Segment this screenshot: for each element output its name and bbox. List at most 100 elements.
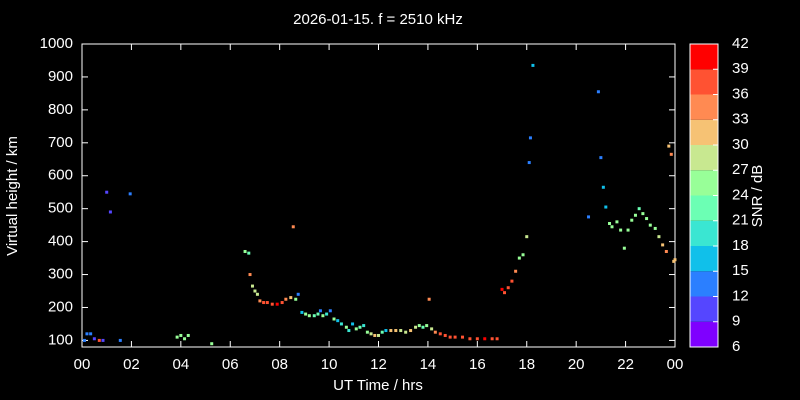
data-point <box>601 185 605 189</box>
data-point <box>521 253 525 257</box>
data-point <box>468 337 472 341</box>
data-point <box>300 310 304 314</box>
x-tick-label: 22 <box>617 356 634 373</box>
data-point <box>615 220 619 224</box>
data-point <box>657 235 661 239</box>
data-point <box>604 205 608 209</box>
data-point <box>461 335 465 339</box>
y-tick-label: 500 <box>48 200 73 217</box>
data-point <box>304 312 308 316</box>
data-point <box>448 335 452 339</box>
data-point <box>490 337 494 341</box>
x-tick-label: 06 <box>222 356 239 373</box>
data-point <box>332 317 336 321</box>
x-tick-label: 16 <box>469 356 486 373</box>
y-tick-label: 300 <box>48 266 73 283</box>
data-point <box>506 286 510 290</box>
data-point <box>438 332 442 336</box>
data-point <box>358 325 362 329</box>
data-point <box>365 330 369 334</box>
data-point <box>291 225 295 229</box>
data-point <box>85 332 89 336</box>
data-point <box>369 332 373 336</box>
y-tick-label: 800 <box>48 101 73 118</box>
colorbar-band <box>690 145 718 171</box>
data-point <box>318 309 322 313</box>
chart-title: 2026-01-15. f = 2510 kHz <box>293 11 463 28</box>
data-point <box>425 324 429 328</box>
colorbar-tick-label: 36 <box>732 85 749 102</box>
data-point <box>250 284 254 288</box>
y-tick-label: 400 <box>48 233 73 250</box>
colorbar-band <box>690 44 718 70</box>
data-point <box>619 228 623 232</box>
data-point <box>275 302 279 306</box>
data-point <box>517 256 521 260</box>
data-point <box>377 333 380 337</box>
data-point <box>626 228 630 232</box>
data-point <box>514 269 518 273</box>
data-point <box>328 309 332 313</box>
colorbar-tick-label: 42 <box>732 35 749 52</box>
y-tick-label: 900 <box>48 68 73 85</box>
data-point <box>316 312 320 316</box>
data-point <box>92 337 96 341</box>
data-point <box>661 243 665 247</box>
data-point <box>648 223 652 227</box>
data-point <box>528 136 532 140</box>
data-point <box>417 324 421 328</box>
data-point <box>399 329 403 333</box>
data-point <box>427 297 431 301</box>
data-point <box>321 314 325 318</box>
x-tick-label: 10 <box>321 356 338 373</box>
data-point <box>186 333 190 337</box>
colorbar-tick-label: 18 <box>732 237 749 254</box>
colorbar-band <box>690 246 718 272</box>
colorbar-band <box>690 296 718 322</box>
data-point <box>325 312 329 316</box>
data-point <box>97 338 101 342</box>
x-tick-label: 08 <box>271 356 288 373</box>
data-point <box>347 329 351 333</box>
colorbar-tick-label: 39 <box>732 60 749 77</box>
plot-frame <box>81 43 676 348</box>
data-point <box>354 327 358 331</box>
data-point <box>344 325 348 329</box>
data-point <box>255 292 259 296</box>
colorbar-tick-label: 21 <box>732 212 749 229</box>
data-point <box>672 259 676 263</box>
data-point <box>669 152 673 156</box>
colorbar-band <box>690 69 718 95</box>
data-point <box>527 161 531 165</box>
data-point <box>289 296 293 300</box>
data-point <box>495 337 499 341</box>
data-point <box>101 338 105 342</box>
data-point <box>483 337 487 341</box>
data-point <box>596 90 600 94</box>
data-point <box>587 215 591 219</box>
data-point <box>262 301 266 305</box>
data-point <box>384 329 388 333</box>
data-point <box>339 322 343 326</box>
data-point <box>503 291 507 295</box>
colorbar-band <box>690 271 718 297</box>
colorbar-band <box>690 220 718 246</box>
y-tick-label: 700 <box>48 134 73 151</box>
data-point <box>389 329 393 333</box>
colorbar-tick-label: 30 <box>732 136 749 153</box>
data-point <box>253 289 257 293</box>
x-tick-label: 20 <box>568 356 585 373</box>
x-tick-label: 00 <box>667 356 684 373</box>
data-point <box>373 333 377 337</box>
data-point <box>433 330 437 334</box>
data-point <box>630 218 634 222</box>
data-point <box>108 210 112 214</box>
data-point <box>500 287 504 291</box>
data-point <box>248 273 252 277</box>
colorbar-tick-label: 33 <box>732 111 749 128</box>
data-point <box>430 327 434 331</box>
colorbar-tick-label: 6 <box>732 338 740 355</box>
y-tick-label: 1000 <box>40 35 73 52</box>
